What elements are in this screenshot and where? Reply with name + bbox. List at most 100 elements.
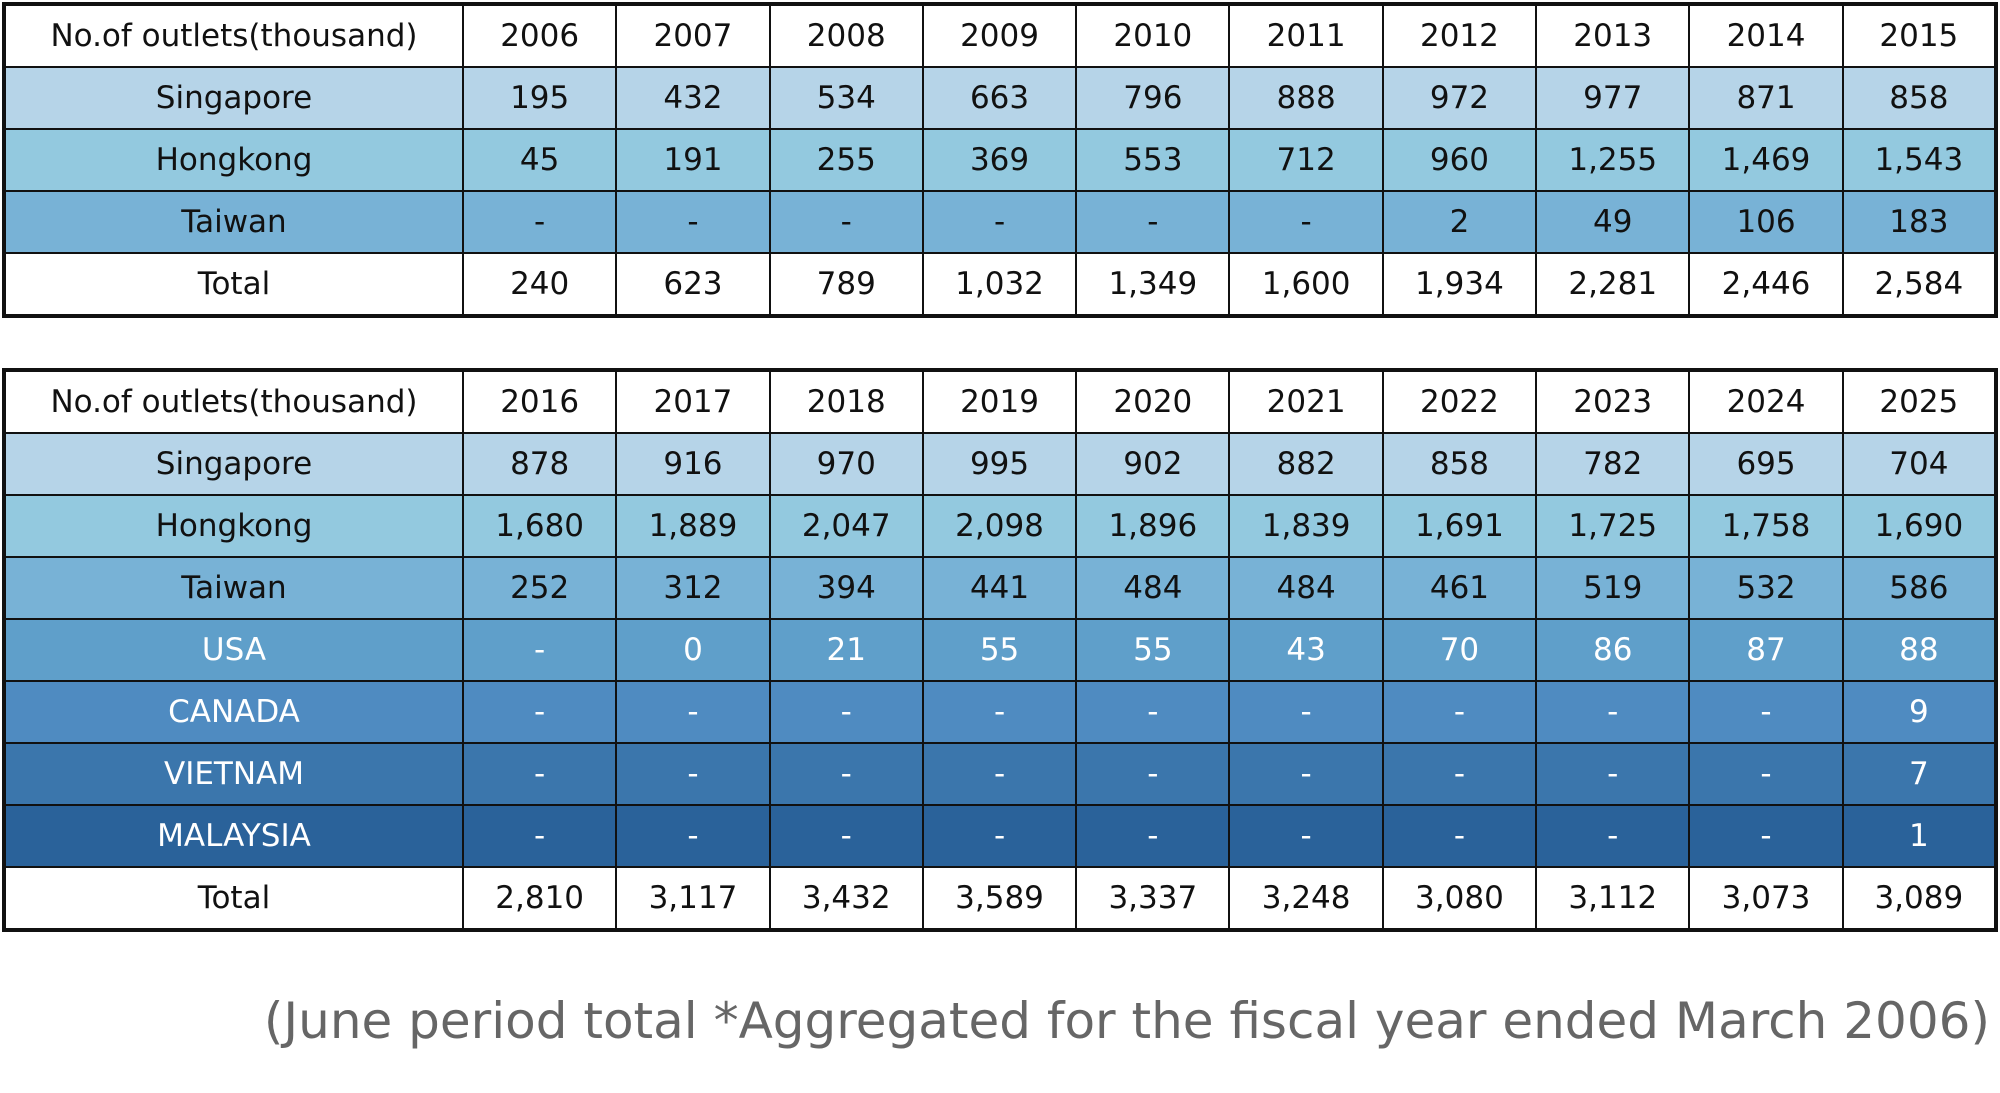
cell-value: - <box>768 742 924 806</box>
cell-value: 532 <box>1688 556 1844 620</box>
cell-value: - <box>768 190 924 254</box>
year-header: 2020 <box>1075 369 1231 434</box>
row-label: Hongkong <box>3 494 464 558</box>
cell-value: 252 <box>461 556 618 620</box>
cell-value: 2,446 <box>1688 252 1844 317</box>
cell-value: - <box>768 804 924 868</box>
year-header: 2025 <box>1841 369 1998 434</box>
year-header: 2014 <box>1688 3 1844 68</box>
cell-value: 3,112 <box>1535 866 1691 931</box>
cell-value: 484 <box>1228 556 1384 620</box>
cell-value: - <box>615 742 771 806</box>
outlets-table-2006-2015: No.of outlets(thousand) 2006 2007 2008 2009 2… <box>2 2 1998 318</box>
cell-value: 3,073 <box>1688 866 1844 931</box>
row-label: Hongkong <box>3 128 464 192</box>
cell-value: 712 <box>1228 128 1384 192</box>
year-header: 2009 <box>921 3 1078 68</box>
outlets-table-2016-2025: No.of outlets(thousand) 2016 2017 2018 2019 2… <box>2 368 1998 932</box>
year-header: 2023 <box>1535 369 1691 434</box>
cell-value: - <box>921 190 1078 254</box>
row-label: MALAYSIA <box>3 804 464 868</box>
table-row: Taiwan 252 312 394 441 484 484 461 519 532 586 <box>3 556 1998 620</box>
cell-value: 1,349 <box>1075 252 1231 317</box>
cell-value: - <box>1228 680 1384 744</box>
cell-value: 1,839 <box>1228 494 1384 558</box>
cell-value: 704 <box>1841 432 1998 496</box>
year-header: 2017 <box>615 369 771 434</box>
year-header: 2006 <box>461 3 618 68</box>
cell-value: 977 <box>1535 66 1691 130</box>
cell-value: - <box>461 742 618 806</box>
row-label: Total <box>3 866 464 931</box>
cell-value: 55 <box>921 618 1078 682</box>
cell-value: 2,098 <box>921 494 1078 558</box>
cell-value: 106 <box>1688 190 1844 254</box>
cell-value: - <box>615 680 771 744</box>
cell-value: - <box>1075 742 1231 806</box>
cell-value: 21 <box>768 618 924 682</box>
cell-value: - <box>615 190 771 254</box>
cell-value: 394 <box>768 556 924 620</box>
row-label: Taiwan <box>3 190 464 254</box>
cell-value: 86 <box>1535 618 1691 682</box>
cell-value: 1,680 <box>461 494 618 558</box>
header-row: No.of outlets(thousand) 2006 2007 2008 2009 2… <box>3 3 1998 68</box>
year-header: 2021 <box>1228 369 1384 434</box>
year-header: 2011 <box>1228 3 1384 68</box>
table-row: USA -0 21 55 55 43 70 86 87 88 <box>3 618 1998 682</box>
cell-value: 45 <box>461 128 618 192</box>
cell-value: - <box>1381 742 1538 806</box>
cell-value: 2,584 <box>1841 252 1998 317</box>
cell-value: 183 <box>1841 190 1998 254</box>
row-label: Total <box>3 252 464 317</box>
cell-value: 888 <box>1228 66 1384 130</box>
cell-value: 312 <box>615 556 771 620</box>
cell-value: 789 <box>768 252 924 317</box>
cell-value: 70 <box>1381 618 1538 682</box>
cell-value: - <box>1228 742 1384 806</box>
cell-value: 878 <box>461 432 618 496</box>
cell-value: 534 <box>768 66 924 130</box>
cell-value: 484 <box>1075 556 1231 620</box>
cell-value: - <box>1688 804 1844 868</box>
cell-value: 960 <box>1381 128 1538 192</box>
cell-value: 2,047 <box>768 494 924 558</box>
table-row: Taiwan - - - - - -2 49 106 183 <box>3 190 1998 254</box>
header-label: No.of outlets(thousand) <box>3 369 464 434</box>
cell-value: 3,589 <box>921 866 1078 931</box>
cell-value: 461 <box>1381 556 1538 620</box>
year-header: 2010 <box>1075 3 1231 68</box>
cell-value: 1,896 <box>1075 494 1231 558</box>
cell-value: 970 <box>768 432 924 496</box>
footnote: (June period total *Aggregated for the f… <box>263 992 1990 1050</box>
cell-value: 9 <box>1841 680 1998 744</box>
row-label: Singapore <box>3 432 464 496</box>
table-row: Singapore 878 916 970 995 902 882 858 782 695 704 <box>3 432 1998 496</box>
cell-value: 623 <box>615 252 771 317</box>
cell-value: 3,432 <box>768 866 924 931</box>
table-row: Hongkong 45 191 255 369 553 712 960 1,255 1,469 1,… <box>3 128 1998 192</box>
cell-value: 7 <box>1841 742 1998 806</box>
year-header: 2008 <box>768 3 924 68</box>
cell-value: 1,691 <box>1381 494 1538 558</box>
table-row: MALAYSIA - - - - - - - - -1 <box>3 804 1998 868</box>
cell-value: 2,810 <box>461 866 618 931</box>
year-header: 2016 <box>461 369 618 434</box>
year-header: 2015 <box>1841 3 1998 68</box>
cell-value: 1,543 <box>1841 128 1998 192</box>
cell-value: 2,281 <box>1535 252 1691 317</box>
table-row: Total 240 623 789 1,032 1,349 1,600 1,934 2,281 2… <box>3 252 1998 317</box>
cell-value: 972 <box>1381 66 1538 130</box>
cell-value: 195 <box>461 66 618 130</box>
cell-value: 1,934 <box>1381 252 1538 317</box>
row-label: Singapore <box>3 66 464 130</box>
cell-value: 1,469 <box>1688 128 1844 192</box>
cell-value: - <box>1228 190 1384 254</box>
cell-value: 0 <box>615 618 771 682</box>
cell-value: - <box>1075 190 1231 254</box>
cell-value: 3,248 <box>1228 866 1384 931</box>
row-label: CANADA <box>3 680 464 744</box>
cell-value: 240 <box>461 252 618 317</box>
year-header: 2022 <box>1381 369 1538 434</box>
cell-value: 995 <box>921 432 1078 496</box>
